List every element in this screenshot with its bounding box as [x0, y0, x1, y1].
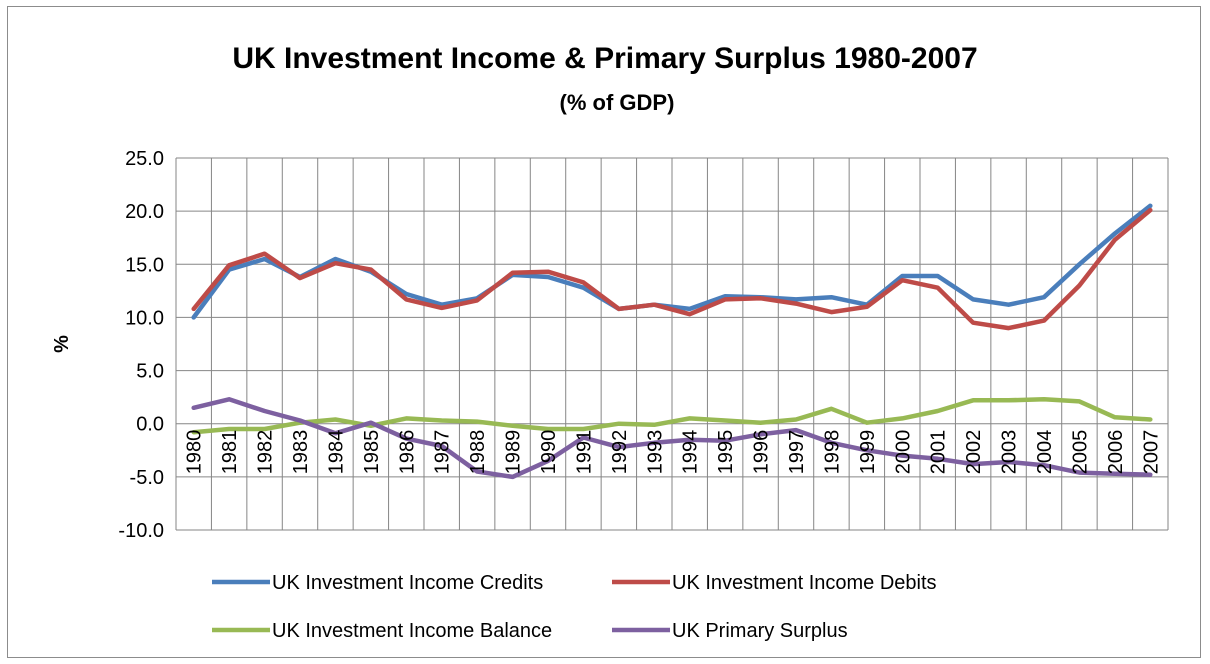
legend-label: UK Investment Income Credits [272, 572, 543, 594]
y-tick-label: -10.0 [118, 520, 164, 542]
x-tick-label: 1981 [219, 430, 241, 475]
x-tick-label: 1995 [715, 430, 737, 475]
x-tick-label: 1994 [680, 430, 702, 475]
x-tick-label: 1983 [290, 430, 312, 475]
x-tick-label: 1984 [325, 430, 347, 475]
x-tick-label: 1980 [184, 430, 206, 475]
y-tick-label: 5.0 [136, 361, 164, 383]
chart-frame [7, 6, 1201, 658]
y-tick-label: 10.0 [125, 307, 164, 329]
x-tick-label: 2007 [1140, 430, 1162, 475]
series-line-2 [191, 207, 1153, 331]
legend-label: UK Primary Surplus [672, 620, 848, 642]
y-axis-ticks: 25.0 20.0 15.0 10.0 5.0 0.0 -5.0 -10.0 [118, 148, 164, 542]
x-tick-label: 2003 [999, 430, 1021, 475]
x-tick-label: 2000 [892, 430, 914, 475]
x-tick-label: 1989 [503, 430, 525, 475]
legend-label: UK Investment Income Balance [272, 620, 552, 642]
y-tick-label: 25.0 [125, 148, 164, 170]
x-tick-label: 2005 [1069, 430, 1091, 475]
y-tick-label: -5.0 [130, 467, 164, 489]
x-tick-label: 1999 [857, 430, 879, 475]
y-axis-label: % [51, 335, 73, 353]
y-tick-label: 0.0 [136, 414, 164, 436]
series-line-4 [191, 397, 1153, 480]
series-line-3 [191, 397, 1153, 435]
x-axis-ticks: 1980 1981 1982 1983 1984 1985 1986 1987 1988 1989… [184, 430, 1163, 475]
x-tick-label: 1997 [786, 430, 808, 475]
x-tick-label: 1986 [396, 430, 418, 475]
y-tick-label: 15.0 [125, 254, 164, 276]
x-tick-label: 1996 [751, 430, 773, 475]
x-tick-label: 2001 [928, 430, 950, 475]
x-tick-label: 1990 [538, 430, 560, 475]
x-tick-label: 1988 [467, 430, 489, 475]
x-tick-label: 1993 [644, 430, 666, 475]
legend-label: UK Investment Income Debits [672, 572, 937, 594]
x-tick-label: 1991 [573, 430, 595, 475]
y-tick-label: 20.0 [125, 201, 164, 223]
x-tick-label: 1998 [821, 430, 843, 475]
x-tick-label: 1992 [609, 430, 631, 475]
x-tick-label: 1985 [361, 430, 383, 475]
x-tick-label: 2006 [1105, 430, 1127, 475]
x-tick-label: 2002 [963, 430, 985, 475]
x-tick-label: 1987 [432, 430, 454, 475]
series-lines [191, 203, 1153, 480]
chart-subtitle: (% of GDP) [559, 90, 675, 115]
x-tick-label: 1982 [255, 430, 277, 475]
legend: UK Investment Income Credits UK Investmen… [212, 572, 937, 642]
x-tick-label: 2004 [1034, 430, 1056, 475]
chart-title: UK Investment Income & Primary Surplus 1… [232, 42, 978, 75]
